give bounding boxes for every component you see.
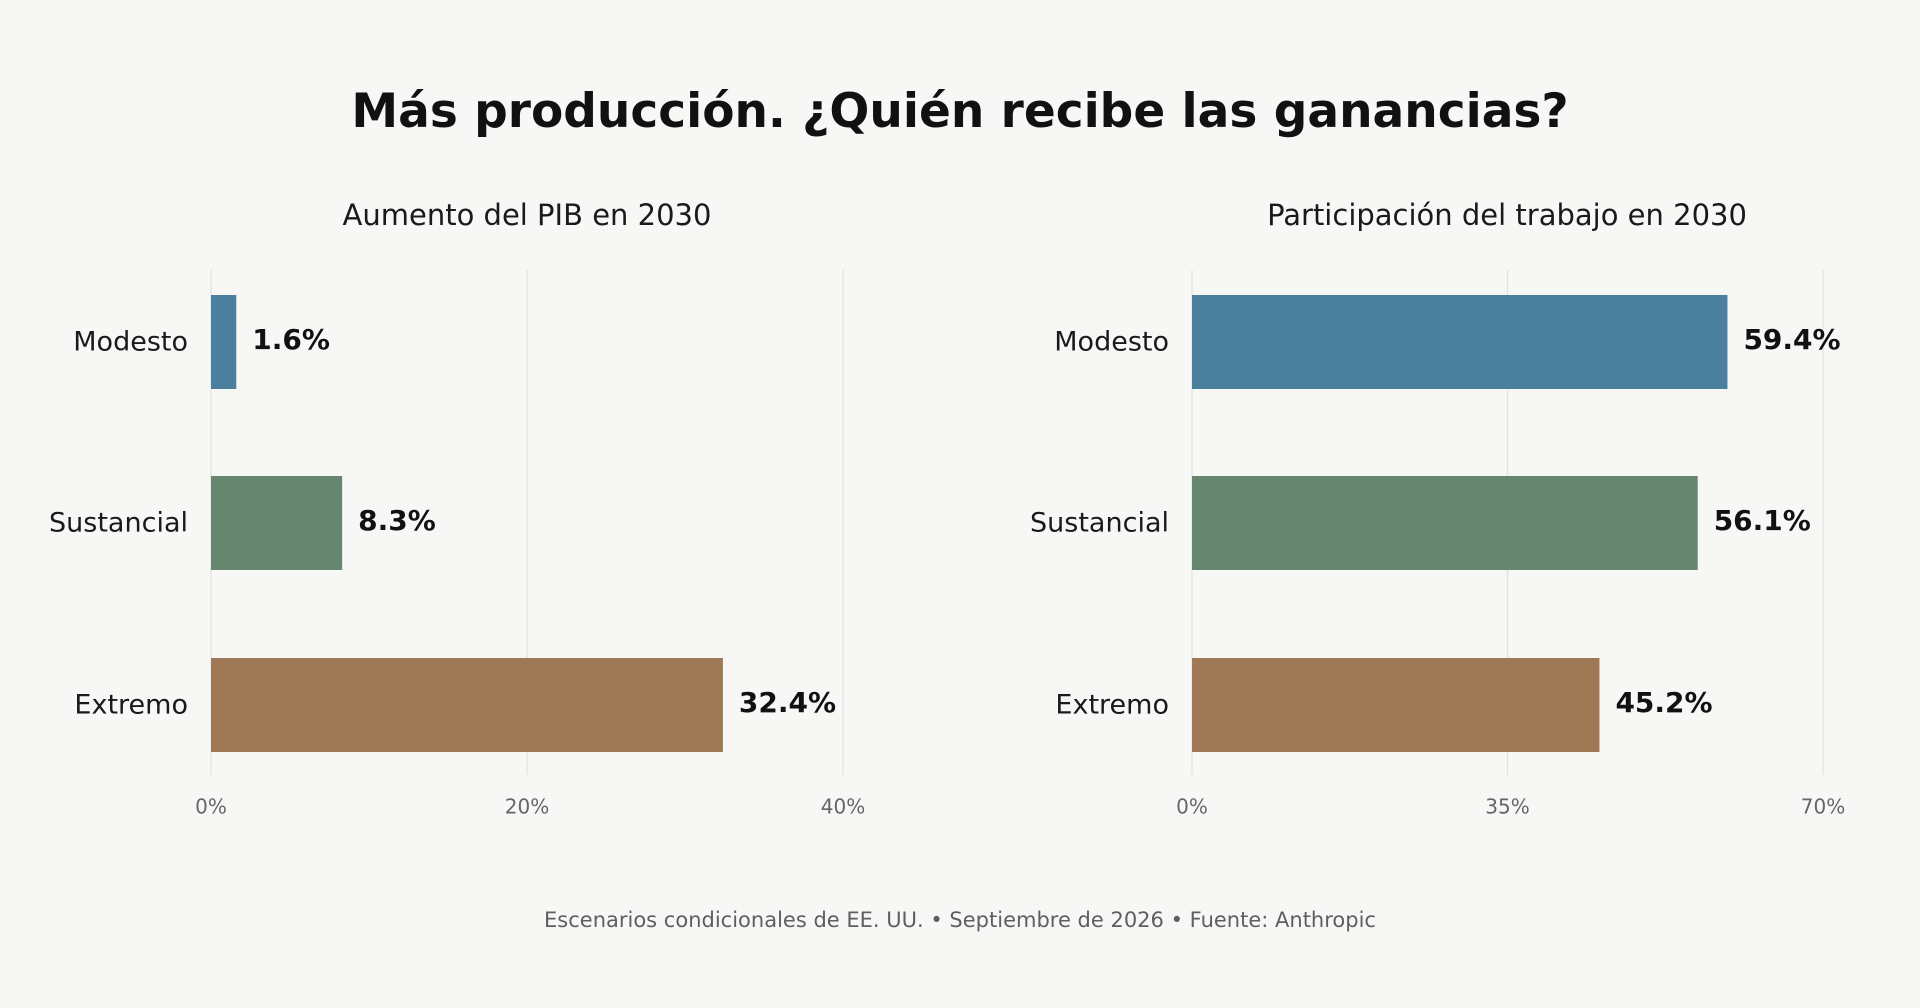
gdp-x-tick-label: 0% [195, 795, 227, 819]
labor-category-label-sustancial: Sustancial [1030, 508, 1169, 539]
gdp-growth-chart: Aumento del PIB en 2030 0% 20% 40% Modesto 1.… [49, 198, 865, 819]
labor-value-label-extremo: 45.2% [1615, 686, 1712, 719]
labor-category-label-extremo: Extremo [1055, 690, 1169, 721]
gdp-value-label-modesto: 1.6% [252, 323, 330, 356]
gdp-bar-modesto [211, 295, 237, 389]
labor-bar-sustancial [1192, 476, 1698, 570]
labor-category-label-modesto: Modesto [1054, 327, 1169, 358]
gdp-bar-sustancial [211, 476, 343, 570]
chart-main-title: Más producción. ¿Quién recibe las gananc… [351, 84, 1569, 139]
labor-bar-extremo [1192, 658, 1600, 752]
gdp-value-label-sustancial: 8.3% [358, 504, 436, 537]
gdp-value-label-extremo: 32.4% [739, 686, 836, 719]
gdp-chart-title: Aumento del PIB en 2030 [343, 198, 712, 232]
labor-x-tick-label: 35% [1485, 795, 1529, 819]
labor-x-tick-label: 70% [1801, 795, 1845, 819]
labor-chart-title: Participación del trabajo en 2030 [1267, 198, 1747, 232]
gdp-category-label-extremo: Extremo [74, 690, 188, 721]
labor-value-label-modesto: 59.4% [1743, 323, 1840, 356]
gdp-bar-extremo [211, 658, 723, 752]
labor-bar-modesto [1192, 295, 1728, 389]
labor-x-tick-label: 0% [1176, 795, 1208, 819]
labor-value-label-sustancial: 56.1% [1714, 504, 1811, 537]
gdp-category-label-modesto: Modesto [73, 327, 188, 358]
labor-share-chart: Participación del trabajo en 2030 0% 35% 70… [1030, 198, 1845, 819]
gdp-x-tick-label: 20% [505, 795, 549, 819]
gdp-x-tick-label: 40% [821, 795, 865, 819]
gdp-category-label-sustancial: Sustancial [49, 508, 188, 539]
source-footnote: Escenarios condicionales de EE. UU. • Se… [544, 908, 1376, 932]
